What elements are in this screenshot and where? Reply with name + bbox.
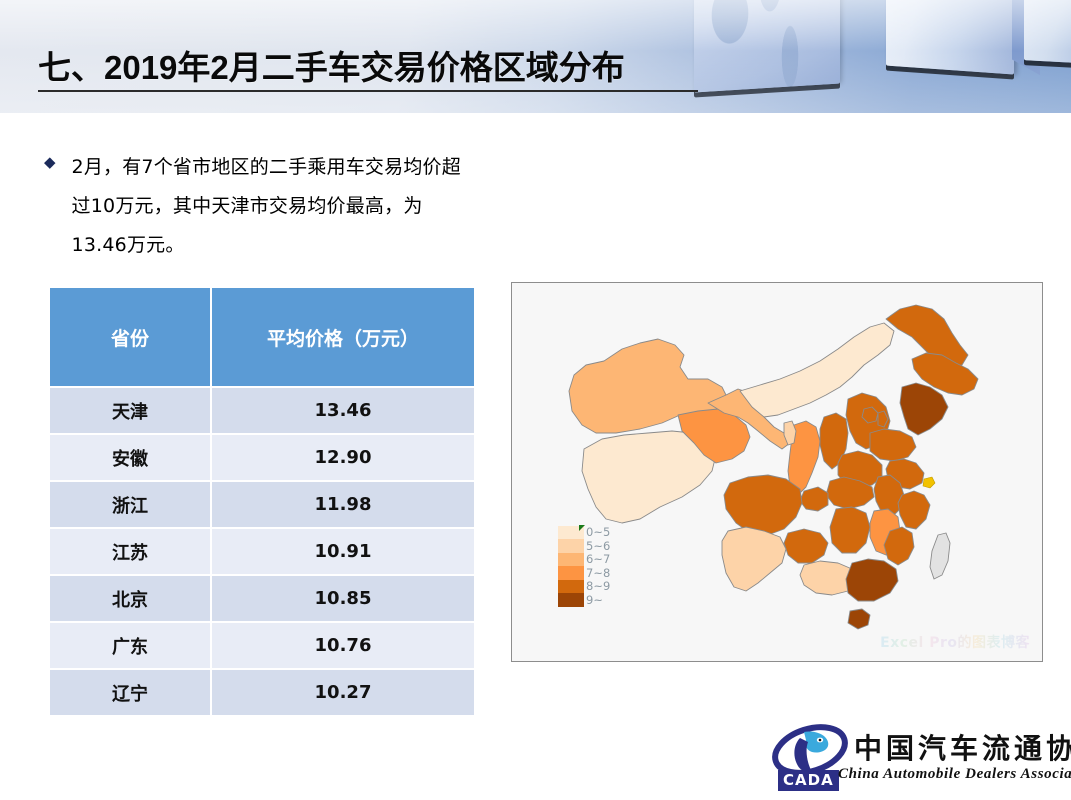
region-guizhou [783, 528, 829, 564]
cell-province: 北京 [50, 576, 210, 621]
cell-province: 广东 [50, 623, 210, 668]
region-shaanxi [787, 420, 821, 496]
region-inner-mongolia [739, 322, 895, 418]
decorative-cube-3 [1024, 0, 1071, 64]
cell-price: 10.91 [212, 529, 474, 574]
legend-item: 8~9 [558, 579, 611, 595]
diamond-bullet-icon: ◆ [44, 154, 56, 171]
region-guangdong [845, 558, 899, 602]
decorative-cube-2 [886, 0, 1040, 76]
cell-price: 11.98 [212, 482, 474, 527]
region-beijing [861, 406, 879, 424]
region-tibet [581, 430, 717, 524]
logo-abbreviation: CADA [778, 770, 839, 791]
legend-swatch [558, 593, 584, 609]
logo-chinese-name: 中国汽车流通协会 [854, 732, 1071, 765]
legend-item: 6~7 [558, 552, 611, 568]
legend-label: 9~ [586, 592, 603, 607]
cell-province: 辽宁 [50, 670, 210, 715]
legend-swatch [558, 552, 584, 568]
region-heilongjiang [885, 304, 969, 368]
legend-label: 6~7 [586, 552, 611, 567]
legend-item: 5~6 [558, 538, 611, 554]
region-fujian [883, 526, 915, 566]
region-xinjiang [568, 338, 729, 434]
cada-logo: CADA 中国汽车流通协会 China Automobile Dealers A… [770, 722, 1071, 794]
cell-province: 浙江 [50, 482, 210, 527]
legend-swatch [558, 566, 584, 581]
title-underline [38, 90, 698, 92]
region-yunnan [721, 526, 787, 592]
table-row: 天津 13.46 [50, 388, 474, 433]
bullet-text: 2月，有7个省市地区的二手乘用车交易均价超过10万元，其中天津市交易均价最高，为… [71, 156, 461, 256]
region-chongqing [799, 486, 829, 512]
table-row: 江苏 10.91 [50, 529, 474, 574]
region-ningxia [783, 420, 797, 446]
legend-label: 0~5 [586, 525, 611, 539]
region-hunan [829, 506, 871, 554]
page-title: 七、2019年2月二手车交易价格区域分布 [38, 49, 625, 86]
region-shandong [869, 428, 917, 462]
column-header-province: 省份 [50, 288, 210, 386]
map-svg [568, 304, 979, 630]
region-zhejiang [897, 490, 931, 530]
table-row: 广东 10.76 [50, 623, 474, 668]
cada-logo-icon [772, 724, 848, 776]
region-tianjin [877, 410, 889, 428]
bullet-paragraph: ◆ 2月，有7个省市地区的二手乘用车交易均价超过10万元，其中天津市交易均价最高… [44, 148, 474, 265]
cell-province: 天津 [50, 388, 210, 433]
map-legend: 0~5 5~6 6~7 7~8 8~9 9~ [558, 525, 611, 609]
region-jilin [911, 352, 979, 396]
legend-swatch [558, 579, 584, 595]
region-taiwan [929, 532, 951, 580]
china-choropleth-map: 0~5 5~6 6~7 7~8 8~9 9~ Excel Pro的图表博客 [511, 282, 1043, 662]
cell-price: 10.76 [212, 623, 474, 668]
legend-label: 8~9 [586, 579, 611, 594]
logo-english-name: China Automobile Dealers Association [838, 766, 1071, 782]
legend-item: 9~ [558, 592, 610, 609]
price-table: 省份 平均价格（万元） 天津 13.46 安徽 12.90 浙江 11.98 江… [48, 286, 476, 717]
region-shanghai [922, 476, 936, 489]
region-sichuan [723, 474, 803, 536]
column-header-price: 平均价格（万元） [212, 288, 474, 386]
table-row: 浙江 11.98 [50, 482, 474, 527]
decorative-cube-1 [694, 0, 840, 93]
region-anhui [873, 474, 905, 518]
legend-swatch [558, 539, 584, 554]
map-watermark: Excel Pro的图表博客 [880, 632, 1030, 652]
cell-price: 12.90 [212, 435, 474, 480]
legend-label: 5~6 [586, 538, 611, 553]
legend-flag-icon [579, 525, 585, 531]
cell-province: 江苏 [50, 529, 210, 574]
cell-price: 10.27 [212, 670, 474, 715]
cell-province: 安徽 [50, 435, 210, 480]
slide-header: 七、2019年2月二手车交易价格区域分布 [0, 0, 1071, 113]
region-hubei [825, 476, 875, 510]
cell-price: 10.85 [212, 576, 474, 621]
legend-item: 0~5 [558, 525, 611, 541]
table-row: 辽宁 10.27 [50, 670, 474, 715]
table-row: 安徽 12.90 [50, 435, 474, 480]
region-liaoning [899, 382, 949, 436]
table-row: 北京 10.85 [50, 576, 474, 621]
table-header-row: 省份 平均价格（万元） [50, 288, 474, 386]
region-hainan [847, 608, 871, 630]
legend-label: 7~8 [586, 565, 611, 580]
cell-price: 13.46 [212, 388, 474, 433]
legend-item: 7~8 [558, 565, 611, 581]
